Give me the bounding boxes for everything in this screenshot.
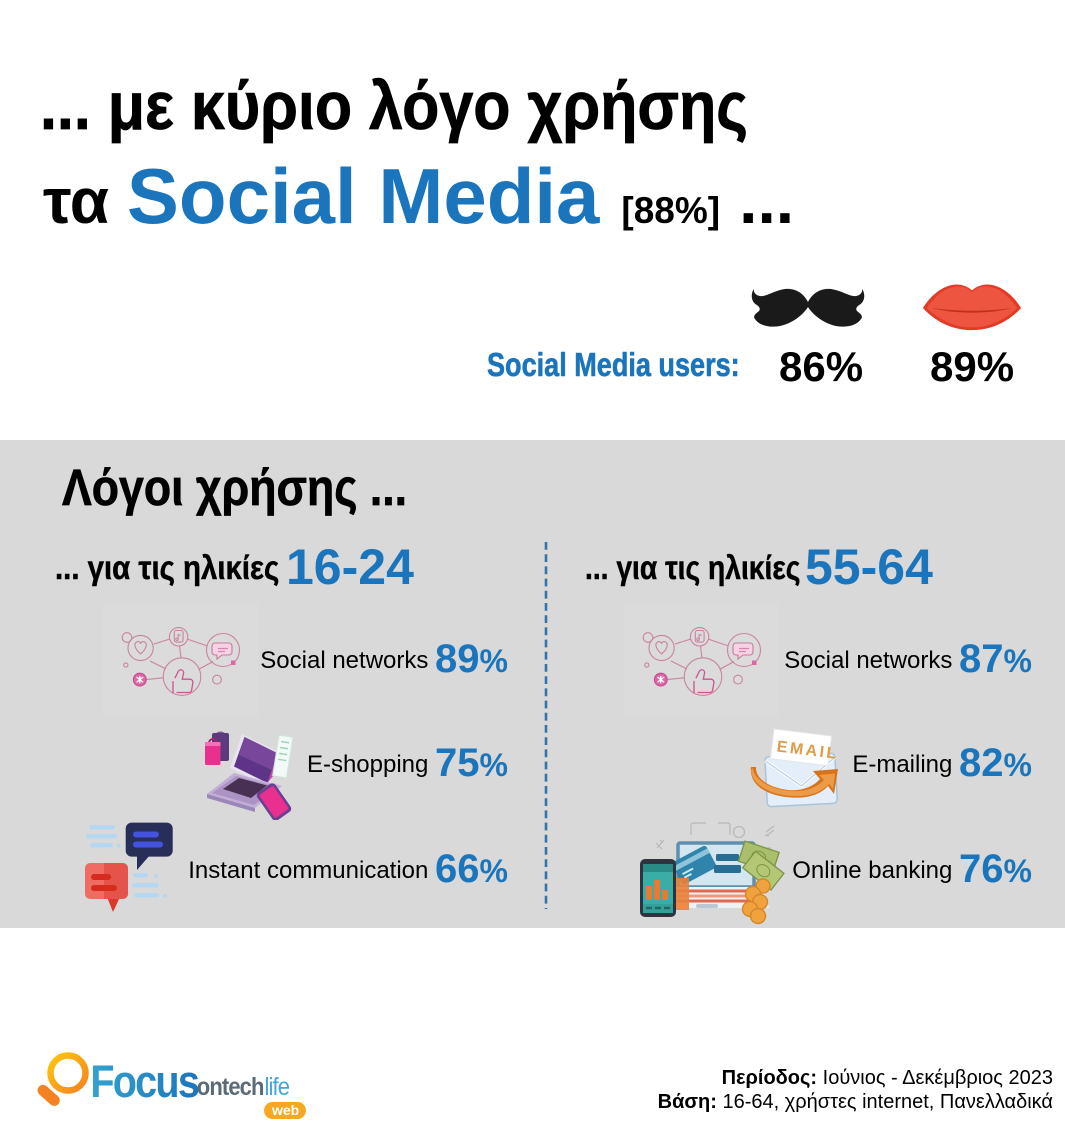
svg-text:Focus: Focus [90,1057,198,1107]
svg-text:web: web [271,1102,299,1118]
svg-text:life: life [265,1073,290,1101]
svg-text:ontech: ontech [197,1073,264,1101]
